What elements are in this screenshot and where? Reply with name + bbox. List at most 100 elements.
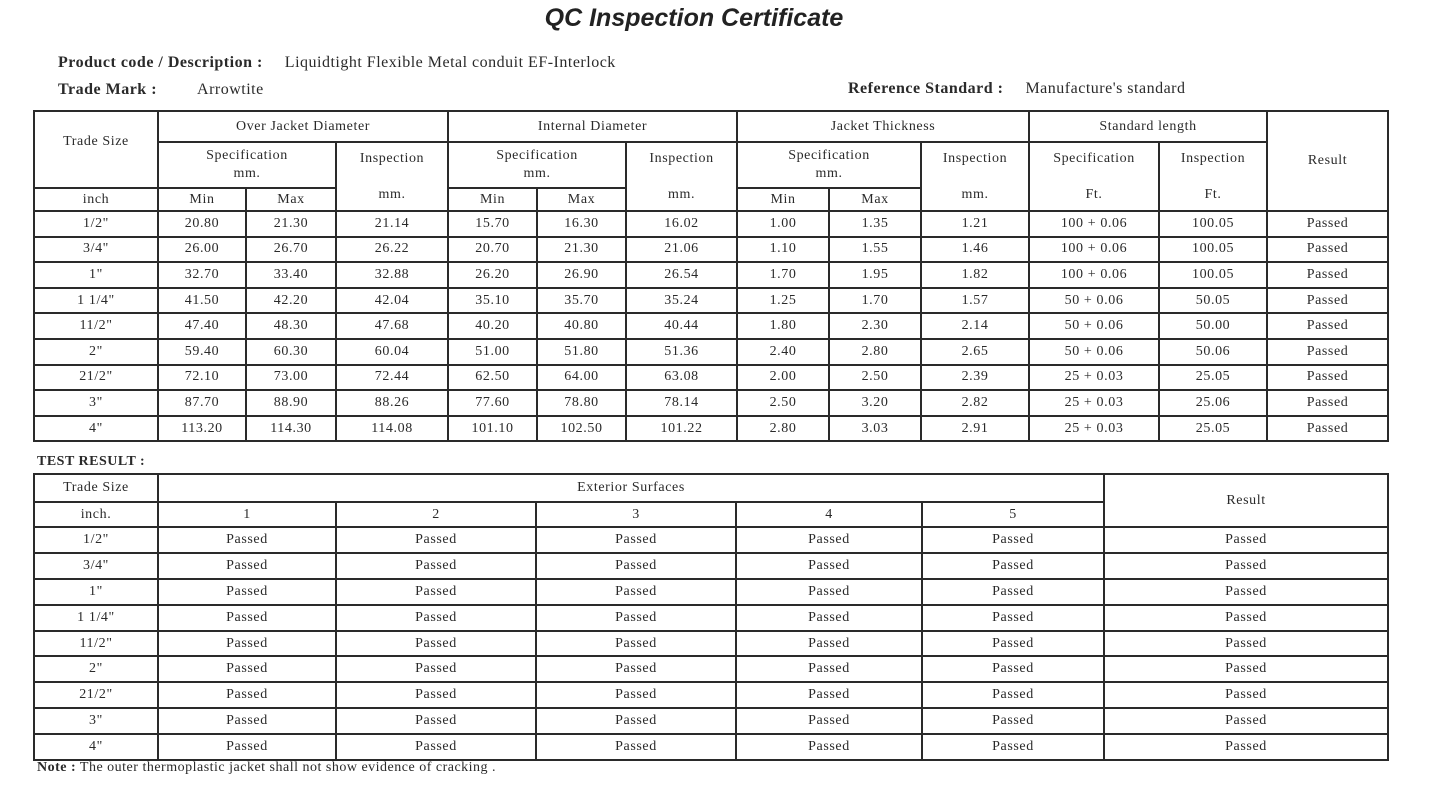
data-cell: 63.08 (625, 363, 739, 392)
data-cell: 26.00 (157, 235, 247, 264)
data-cell: 1.25 (736, 286, 831, 315)
data-cell: 26.54 (625, 261, 739, 289)
data-cell: 35.24 (625, 286, 739, 315)
data-cell: 88.26 (334, 389, 450, 417)
trade-size-cell: 1/2" (33, 210, 159, 238)
data-cell: 1.70 (828, 286, 923, 315)
data-cell: 1.95 (828, 261, 923, 289)
data-cell: Passed (535, 707, 737, 736)
header-min: Min (157, 187, 247, 212)
data-cell: 42.04 (334, 286, 450, 315)
table-row: 3" 87.70 88.90 88.26 77.60 78.80 78.14 2.50 3.20… (33, 389, 1390, 417)
trade-mark-value: Arrowtite (197, 81, 264, 98)
table-row: 3" Passed Passed Passed Passed Passed Passed (33, 707, 1390, 736)
data-cell: 16.02 (625, 210, 739, 238)
data-cell: Passed (1103, 603, 1390, 632)
data-cell: Passed (1266, 312, 1390, 340)
data-cell: 2.30 (828, 312, 923, 340)
data-cell: 50 + 0.06 (1028, 286, 1161, 315)
table-row: 1" Passed Passed Passed Passed Passed Passed (33, 577, 1390, 606)
inspection-table: Trade Size Over Jacket Diameter Internal… (33, 110, 1390, 443)
data-cell: Passed (920, 603, 1106, 632)
data-cell: 2.50 (736, 389, 831, 417)
header-length-spec: Specification Ft. (1028, 141, 1161, 212)
data-cell: 60.30 (245, 337, 337, 366)
data-cell: 78.80 (536, 389, 628, 417)
table-row: 1 1/4" 41.50 42.20 42.04 35.10 35.70 35.24 1.25… (33, 286, 1390, 315)
data-cell: Passed (535, 655, 737, 684)
data-cell: Passed (735, 655, 923, 684)
data-cell: 101.10 (447, 414, 539, 443)
test-result-label: TEST RESULT : (37, 454, 146, 469)
data-cell: 21.14 (334, 210, 450, 238)
data-cell: 102.50 (536, 414, 628, 443)
data-cell: Passed (735, 681, 923, 710)
header-inspection: Inspection mm. (334, 141, 450, 212)
data-cell: 48.30 (245, 312, 337, 340)
header-surface-4: 4 (735, 501, 923, 528)
data-cell: 113.20 (157, 414, 247, 443)
data-cell: 51.00 (447, 337, 539, 366)
data-cell: 2.82 (920, 389, 1031, 417)
data-cell: Passed (535, 551, 737, 580)
trade-size-cell: 21/2" (33, 681, 159, 710)
header-surface-3: 3 (535, 501, 737, 528)
trade-size-cell: 3/4" (33, 551, 159, 580)
data-cell: 25.06 (1158, 389, 1269, 417)
data-cell: 60.04 (334, 337, 450, 366)
data-cell: 26.70 (245, 235, 337, 264)
table-row: 1" 32.70 33.40 32.88 26.20 26.90 26.54 1.70 1.95… (33, 261, 1390, 289)
data-cell: 1.21 (920, 210, 1031, 238)
data-cell: 25 + 0.03 (1028, 363, 1161, 392)
data-cell: 1.80 (736, 312, 831, 340)
data-cell: 25.05 (1158, 414, 1269, 443)
data-cell: 21.30 (536, 235, 628, 264)
header-inspection: Inspection mm. (920, 141, 1031, 212)
data-cell: 25 + 0.03 (1028, 389, 1161, 417)
header-min: Min (447, 187, 539, 212)
data-cell: Passed (1266, 414, 1390, 443)
data-cell: Passed (1103, 655, 1390, 684)
data-cell: Passed (335, 655, 537, 684)
header-spec: Specification mm. (447, 141, 628, 189)
data-cell: Passed (1266, 210, 1390, 238)
header-surface-5: 5 (920, 501, 1106, 528)
data-cell: 47.40 (157, 312, 247, 340)
header-trade-size: Trade Size (33, 110, 159, 189)
product-value: Liquidtight Flexible Metal conduit EF-In… (284, 54, 616, 71)
unit-label: Ft. (1204, 186, 1222, 202)
test-result-table: Trade Size Exterior Surfaces Result inch… (33, 473, 1390, 762)
table-row: 4" Passed Passed Passed Passed Passed Passed (33, 733, 1390, 762)
header-max: Max (828, 187, 923, 212)
data-cell: 1.10 (736, 235, 831, 264)
header-jacket-thickness: Jacket Thickness (736, 110, 1031, 143)
data-cell: 2.40 (736, 337, 831, 366)
inspection-label: Inspection (942, 150, 1008, 166)
data-cell: 40.44 (625, 312, 739, 340)
data-cell: Passed (1103, 707, 1390, 736)
data-cell: Passed (535, 681, 737, 710)
header-max: Max (245, 187, 337, 212)
table-row: 1/2" 20.80 21.30 21.14 15.70 16.30 16.02 1.00 1.… (33, 210, 1390, 238)
data-cell: Passed (335, 733, 537, 762)
data-cell: Passed (335, 526, 537, 554)
data-cell: Passed (1266, 286, 1390, 315)
header-result: Result (1266, 110, 1390, 212)
unit-label: mm. (961, 186, 989, 202)
data-cell: 3.03 (828, 414, 923, 443)
data-cell: 2.65 (920, 337, 1031, 366)
trade-size-cell: 1 1/4" (33, 603, 159, 632)
data-cell: Passed (335, 681, 537, 710)
data-cell: Passed (335, 551, 537, 580)
header-standard-length: Standard length (1028, 110, 1269, 143)
data-cell: Passed (157, 681, 337, 710)
reference-line: Reference Standard : Manufacture's stand… (848, 80, 1186, 98)
data-cell: 1.70 (736, 261, 831, 289)
trade-size-cell: 11/2" (33, 629, 159, 658)
data-cell: Passed (157, 526, 337, 554)
data-cell: 35.10 (447, 286, 539, 315)
unit-label: mm. (523, 166, 551, 181)
data-cell: 2.00 (736, 363, 831, 392)
data-cell: Passed (157, 707, 337, 736)
table-row: 11/2" 47.40 48.30 47.68 40.20 40.80 40.44 1.80 2… (33, 312, 1390, 340)
